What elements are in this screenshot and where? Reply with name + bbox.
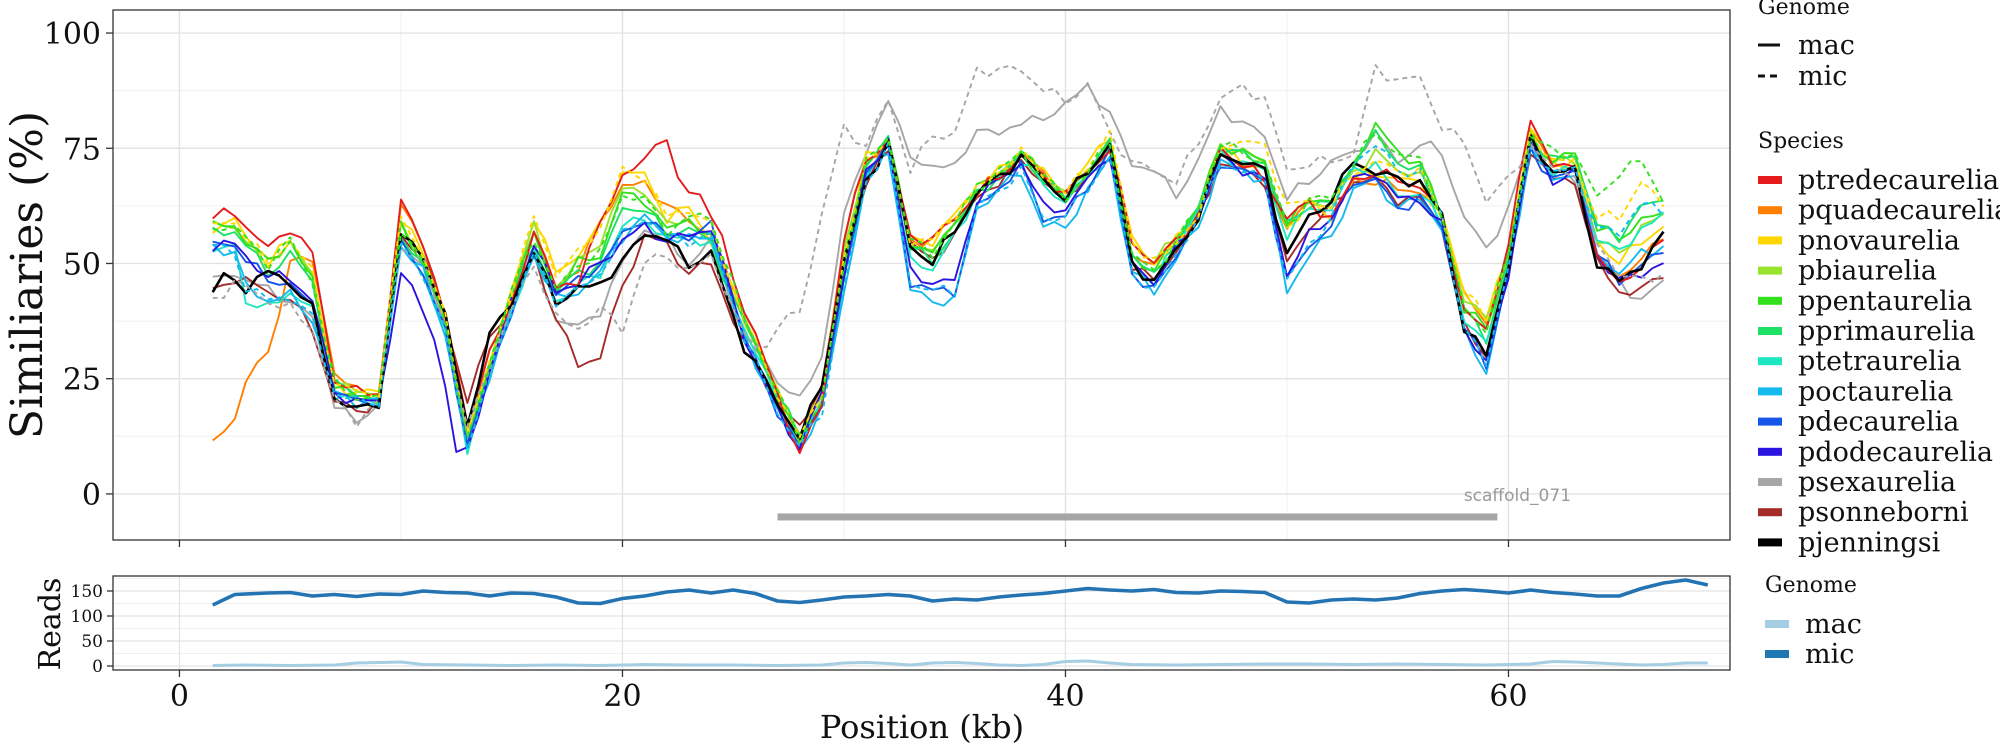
legend-species-key-pjenningsi xyxy=(1758,538,1782,547)
reads-line-mac xyxy=(212,659,1708,667)
legend-species-key-psexaurelia xyxy=(1758,478,1782,486)
x-tick-label: 0 xyxy=(170,679,189,714)
series-line-ppentaurelia-mac xyxy=(212,121,1664,449)
legend-species-key-ppentaurelia xyxy=(1758,296,1782,305)
legend-species-label-pnovaurelia: pnovaurelia xyxy=(1798,225,1960,256)
series-line-poctaurelia-mac xyxy=(212,147,1665,451)
legend-genome-label-mic: mic xyxy=(1798,61,1847,92)
series-line-psexaurelia-mic xyxy=(212,64,1665,428)
scaffold-label: scaffold_071 xyxy=(1464,486,1571,506)
top-panel-frame xyxy=(112,9,1731,541)
legend-species-label-ptetraurelia: ptetraurelia xyxy=(1798,346,1962,377)
top-ylabel: Similiaries (%) xyxy=(2,111,53,439)
legend-genome-label-mac: mac xyxy=(1798,30,1855,61)
legend-species-label-ppentaurelia: ppentaurelia xyxy=(1798,286,1973,317)
x-tick-label: 60 xyxy=(1489,679,1527,714)
series-line-ppentaurelia-mic xyxy=(212,133,1665,445)
legend-species-label-poctaurelia: poctaurelia xyxy=(1798,376,1953,407)
legend-species-label-psexaurelia: psexaurelia xyxy=(1798,467,1956,498)
legend-species-label-ptredecaurelia: ptredecaurelia xyxy=(1798,165,1999,196)
y-tick-label: 100 xyxy=(44,17,101,52)
legend-species-label-pdodecaurelia: pdodecaurelia xyxy=(1798,437,1993,468)
legend-species-key-pprimaurelia xyxy=(1758,327,1782,335)
legend-reads-key-mic xyxy=(1765,650,1789,658)
y-tick-label: 0 xyxy=(82,478,101,513)
top-panel-grid xyxy=(113,10,1730,540)
y-tick-label: 75 xyxy=(63,132,101,167)
legend-species-title: Species xyxy=(1758,129,1844,154)
legend-species-key-pdecaurelia xyxy=(1758,417,1782,426)
legend-species-label-pprimaurelia: pprimaurelia xyxy=(1798,316,1975,347)
legend-reads-label-mac: mac xyxy=(1805,609,1862,640)
legend-species: Species ptredecaureliapquadecaureliapnova… xyxy=(1758,129,2000,558)
x-tick-label: 20 xyxy=(603,679,641,714)
y-tick-label: 50 xyxy=(63,247,101,282)
legend-reads-label-mic: mic xyxy=(1805,639,1854,670)
top-panel-series xyxy=(211,64,1665,455)
bottom-ylabel: Reads xyxy=(33,578,68,671)
legend-reads-key-mac xyxy=(1765,620,1789,628)
legend-species-key-pdodecaurelia xyxy=(1758,447,1782,456)
legend-species-key-pquadecaurelia xyxy=(1758,206,1782,215)
legend-species-key-ptetraurelia xyxy=(1758,357,1782,366)
series-line-pdodecaurelia-mac xyxy=(212,141,1664,453)
legend-genome-title: Genome xyxy=(1758,0,1850,20)
y-tick-label: 25 xyxy=(63,363,101,398)
legend-species-label-pbiaurelia: pbiaurelia xyxy=(1798,256,1937,287)
legend-reads-title: Genome xyxy=(1765,573,1857,598)
x-tick-label: 40 xyxy=(1046,679,1084,714)
legend-species-key-pbiaurelia xyxy=(1758,266,1782,275)
y-tick-label: 150 xyxy=(71,582,103,602)
legend-species-label-pjenningsi: pjenningsi xyxy=(1798,527,1941,558)
scaffold-bar xyxy=(777,513,1498,521)
y-tick-label: 100 xyxy=(71,607,103,627)
legend-species-label-pdecaurelia: pdecaurelia xyxy=(1798,407,1959,438)
legend-species-key-ptredecaurelia xyxy=(1758,176,1782,184)
legend-species-label-pquadecaurelia: pquadecaurelia xyxy=(1798,195,2000,226)
xlabel: Position (kb) xyxy=(820,708,1024,746)
legend-species-key-psonneborni xyxy=(1758,508,1782,517)
y-tick-label: 0 xyxy=(92,657,103,677)
series-line-pdecaurelia-mac xyxy=(212,137,1664,448)
top-panel-ticks: 0 25 50 75 100 xyxy=(44,17,1510,547)
legend-species-key-pnovaurelia xyxy=(1758,236,1782,245)
y-tick-label: 50 xyxy=(81,632,103,652)
bottom-panel-ticks: 0 50 100 150 0 20 40 60 xyxy=(71,582,1528,714)
legend-species-key-poctaurelia xyxy=(1758,387,1782,396)
legend-species-label-psonneborni: psonneborni xyxy=(1798,497,1969,528)
series-line-pjenningsi-mac xyxy=(211,133,1665,441)
reads-line-mic xyxy=(211,578,1709,607)
bottom-panel-frame xyxy=(112,575,1731,671)
bottom-panel-series xyxy=(211,578,1709,667)
